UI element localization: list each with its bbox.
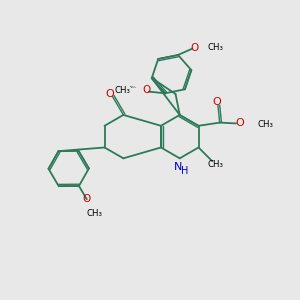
Text: N: N bbox=[174, 162, 182, 172]
Text: CH₃: CH₃ bbox=[208, 43, 224, 52]
Text: CH₃: CH₃ bbox=[114, 86, 130, 95]
Text: O: O bbox=[83, 194, 91, 204]
Text: methoxy: methoxy bbox=[130, 86, 136, 87]
Text: H: H bbox=[182, 166, 189, 176]
Text: CH₃: CH₃ bbox=[258, 120, 274, 129]
Text: O: O bbox=[190, 43, 199, 52]
Text: O: O bbox=[213, 98, 221, 107]
Text: CH₃: CH₃ bbox=[86, 208, 102, 217]
Text: O: O bbox=[235, 118, 244, 128]
Text: CH₃: CH₃ bbox=[207, 160, 223, 169]
Text: O: O bbox=[105, 89, 114, 99]
Text: methoxy: methoxy bbox=[131, 87, 137, 88]
Text: O: O bbox=[142, 85, 150, 95]
